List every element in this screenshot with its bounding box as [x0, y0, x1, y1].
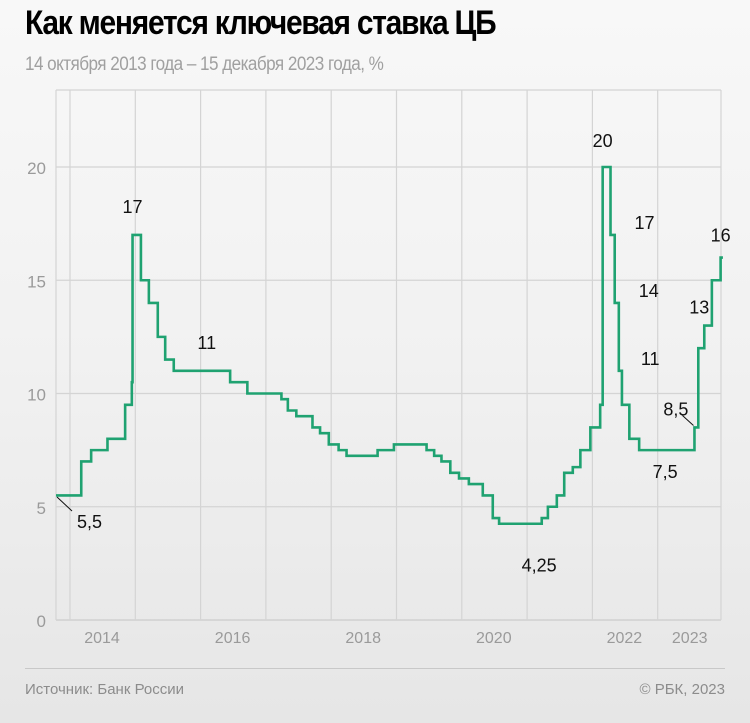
y-tick-label: 20	[27, 159, 46, 178]
value-annotation: 16	[711, 226, 731, 246]
y-axis-ticks: 0 5 10 15 20	[27, 159, 46, 631]
x-axis-ticks: 2014 2016 2018 2020 2022 2023	[84, 630, 707, 647]
leader-line	[56, 496, 73, 512]
value-annotation: 17	[635, 213, 655, 233]
footer-divider	[25, 668, 725, 669]
value-annotations: 5,5 17 11 4,25 20 17 14 11 7,5 8,5 13 16	[56, 131, 731, 576]
y-tick-label: 5	[37, 499, 46, 518]
y-tick-label: 10	[27, 386, 46, 405]
value-annotation: 13	[689, 298, 709, 318]
y-tick-label: 0	[37, 612, 46, 631]
value-annotation: 7,5	[653, 462, 678, 482]
chart-grid	[55, 89, 722, 621]
value-annotation: 20	[593, 131, 613, 151]
value-annotation: 11	[641, 349, 660, 369]
source-note: Источник: Банк России	[25, 681, 185, 698]
x-tick-label: 2018	[345, 630, 381, 647]
value-annotation: 8,5	[663, 399, 688, 419]
leader-line	[682, 415, 694, 426]
x-tick-label: 2023	[672, 630, 708, 647]
y-tick-label: 15	[27, 272, 46, 291]
value-annotation: 14	[639, 281, 659, 301]
value-annotation: 17	[123, 197, 143, 217]
value-annotation: 11	[197, 333, 216, 353]
chart-title: Как меняется ключевая ставка ЦБ	[25, 4, 497, 42]
key-rate-line	[56, 165, 723, 526]
value-annotation: 4,25	[522, 556, 557, 576]
x-tick-label: 2016	[215, 630, 251, 647]
copyright-note: © РБК, 2023	[639, 681, 725, 698]
x-tick-label: 2020	[476, 630, 512, 647]
x-tick-label: 2022	[607, 630, 643, 647]
x-tick-label: 2014	[84, 630, 120, 647]
value-annotation: 5,5	[77, 512, 102, 532]
chart-subtitle: 14 октября 2013 года – 15 декабря 2023 г…	[25, 54, 384, 75]
